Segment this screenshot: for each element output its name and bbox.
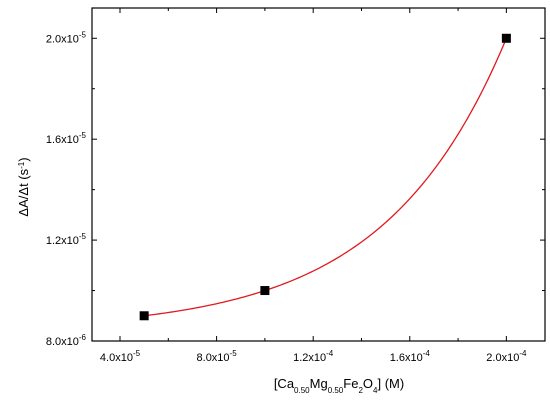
y-axis-title: ΔA/Δt (s-1) bbox=[16, 157, 31, 216]
x-tick-label: 8.0x10-5 bbox=[197, 349, 238, 364]
y-tick-label: 8.0x10-6 bbox=[46, 333, 87, 348]
data-point-marker bbox=[139, 311, 149, 321]
x-tick-label: 1.6x10-4 bbox=[390, 349, 431, 364]
x-tick-label: 4.0x10-5 bbox=[100, 349, 141, 364]
data-point-marker bbox=[501, 33, 511, 43]
x-tick-label: 1.2x10-4 bbox=[293, 349, 334, 364]
data-point-marker bbox=[260, 286, 270, 296]
y-tick-label: 1.6x10-5 bbox=[46, 131, 87, 146]
fit-curve bbox=[144, 38, 507, 317]
y-tick-label: 1.2x10-5 bbox=[46, 232, 87, 247]
x-tick-label: 2.0x10-4 bbox=[486, 349, 527, 364]
y-tick-label: 2.0x10-5 bbox=[46, 30, 87, 45]
x-axis-title: [Ca0.50Mg0.50Fe2O4] (M) bbox=[274, 376, 404, 395]
plot-frame bbox=[91, 7, 546, 342]
